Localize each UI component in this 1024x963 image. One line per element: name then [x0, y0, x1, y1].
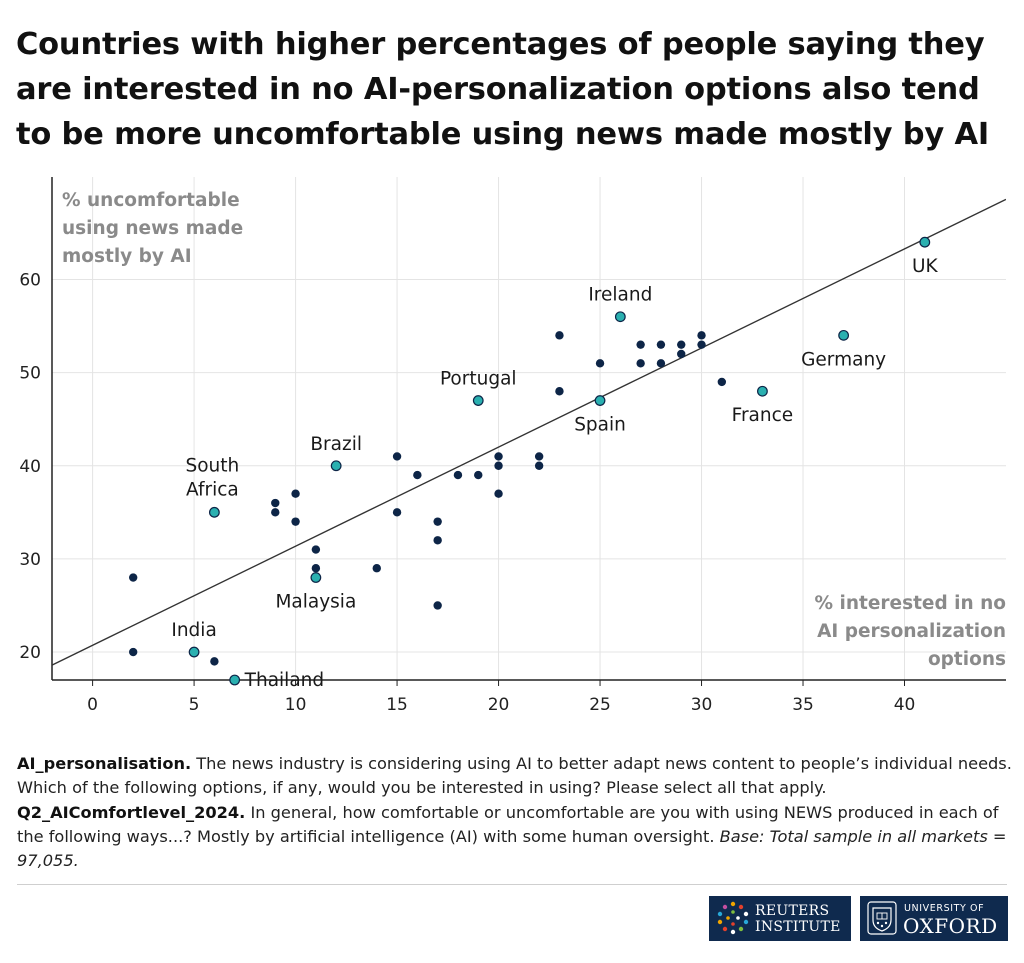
data-point-19: [494, 461, 503, 470]
data-point-4: [271, 508, 280, 517]
data-point-11: [392, 508, 402, 517]
data-point-8: [311, 564, 321, 573]
data-point-16: [453, 470, 463, 480]
note-q2-label: Q2_AIComfortlevel_2024.: [17, 802, 246, 822]
chart-notes: AI_personalisation. The news industry is…: [17, 752, 1012, 873]
oxford-crest-icon: [867, 901, 897, 935]
y-tick-label-60: 60: [19, 270, 41, 290]
data-point-30: [677, 340, 686, 349]
highlight-point-thailand: [229, 674, 241, 686]
x-tick-label-5: 5: [189, 695, 200, 715]
oxford-logo-line2: OXFORD: [903, 914, 998, 938]
data-point-6: [291, 517, 300, 526]
highlight-point-malaysia: [310, 572, 322, 583]
data-point-1: [128, 647, 138, 657]
data-point-32: [697, 331, 706, 340]
highlight-point-germany: [838, 329, 850, 341]
point-label-france: France: [732, 405, 794, 426]
data-point-28: [656, 340, 666, 349]
reuters-institute-logo: REUTERS INSTITUTE: [709, 896, 851, 941]
data-point-25: [595, 359, 605, 368]
data-point-20: [494, 489, 503, 498]
x-tick-label-20: 20: [488, 695, 510, 715]
point-label-germany: Germany: [801, 349, 886, 370]
x-tick-label-10: 10: [285, 695, 307, 715]
y-tick-label-40: 40: [19, 457, 41, 477]
data-point-7: [311, 545, 321, 554]
data-point-34: [717, 377, 727, 387]
reuters-logo-line2: INSTITUTE: [755, 919, 841, 935]
data-point-5: [291, 489, 300, 498]
note-q1-text: The news industry is considering using A…: [17, 754, 1012, 798]
axes: 0 5 10 15 20 25 30 35 40 20 30 40 50 60: [19, 177, 1006, 715]
y-tick-label-30: 30: [19, 550, 41, 570]
scatter-chart: 0 5 10 15 20 25 30 35 40 20 30 40 50 60 UK Ireland Germ…: [19, 177, 1006, 715]
x-tick-label-35: 35: [792, 695, 814, 715]
data-point-29: [656, 359, 666, 368]
trendline: [51, 198, 1006, 666]
note-q1-label: AI_personalisation.: [17, 754, 192, 773]
chart-title: Countries with higher percentages of peo…: [16, 27, 990, 152]
data-point-23: [555, 331, 564, 340]
point-label-india: India: [171, 620, 216, 641]
data-point-0: [128, 573, 138, 582]
point-label-portugal: Portugal: [440, 369, 517, 390]
data-point-24: [555, 387, 564, 396]
data-point-26: [636, 340, 645, 349]
data-point-27: [636, 359, 645, 368]
data-point-33: [697, 340, 706, 349]
point-label-south-africa: South Africa: [186, 455, 240, 500]
highlight-point-ireland: [614, 311, 626, 323]
y-axis-title: % uncomfortable using news made mostly by …: [62, 190, 243, 267]
note-base: Base: Total sample in all markets = 97,0…: [17, 826, 1007, 871]
point-label-ireland: Ireland: [588, 285, 652, 306]
highlight-point-spain: [594, 395, 606, 406]
x-tick-label-40: 40: [894, 695, 916, 715]
highlight-point-uk: [919, 236, 931, 248]
point-label-spain: Spain: [574, 415, 626, 436]
data-points: [128, 236, 931, 686]
axis-titles: % uncomfortable using news made mostly by …: [62, 190, 1006, 670]
footer-divider: [17, 884, 1007, 885]
point-label-malaysia: Malaysia: [275, 592, 356, 613]
x-tick-label-15: 15: [386, 695, 408, 715]
y-tick-label-50: 50: [19, 364, 41, 384]
data-point-2: [210, 657, 219, 666]
highlight-point-south-africa: [208, 506, 220, 518]
data-point-18: [494, 452, 503, 461]
note-q2-text: In general, how comfortable or uncomfort…: [17, 802, 999, 846]
data-point-13: [433, 517, 442, 526]
data-point-14: [433, 536, 442, 545]
data-point-12: [413, 470, 422, 480]
reuters-dots-icon: [717, 901, 749, 935]
data-point-15: [433, 601, 442, 610]
x-axis-title: % interested in no AI personalization opti…: [815, 593, 1006, 670]
trendline-group: [51, 198, 1006, 666]
point-label-brazil: Brazil: [310, 434, 362, 455]
data-point-10: [392, 452, 402, 461]
x-tick-label-0: 0: [87, 695, 98, 715]
university-of-oxford-logo: UNIVERSITY OF OXFORD: [860, 896, 1008, 941]
y-tick-label-20: 20: [19, 643, 41, 663]
gridlines: [52, 177, 1006, 680]
x-tick-label-25: 25: [589, 695, 611, 715]
data-point-17: [474, 470, 483, 480]
data-point-21: [534, 452, 544, 461]
reuters-logo-line1: REUTERS: [755, 903, 830, 919]
highlight-point-portugal: [472, 395, 484, 406]
point-label-thailand: Thailand: [244, 670, 324, 691]
highlight-point-france: [757, 385, 768, 397]
data-point-9: [372, 564, 381, 573]
data-point-3: [271, 498, 280, 508]
data-point-31: [677, 349, 686, 359]
oxford-logo-line1: UNIVERSITY OF: [904, 903, 985, 914]
highlight-point-brazil: [330, 460, 342, 472]
data-point-22: [534, 461, 544, 470]
x-tick-label-30: 30: [691, 695, 713, 715]
highlight-point-india: [188, 646, 200, 658]
point-label-uk: UK: [912, 256, 939, 277]
point-labels: UK Ireland Germany France Spain Portugal Brazi…: [171, 256, 938, 691]
